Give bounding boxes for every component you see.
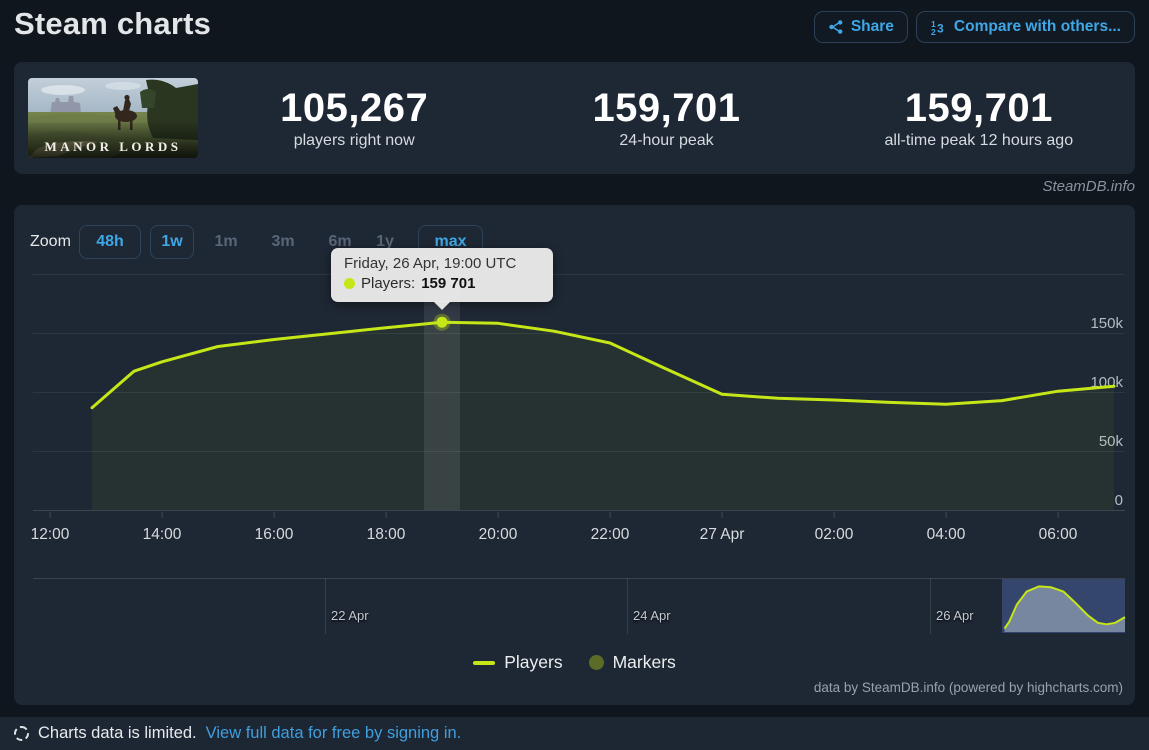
- gridline-0: [33, 510, 1125, 511]
- gridline-50k: [33, 451, 1125, 452]
- gridline-150k: [33, 333, 1125, 334]
- zoom-button-1y: 1y: [376, 233, 394, 250]
- page-title: Steam charts: [14, 6, 212, 41]
- x-axis-label: 06:00: [1038, 512, 1078, 543]
- legend-players-label: Players: [504, 652, 563, 672]
- legend-item-markers[interactable]: Markers: [588, 652, 676, 673]
- x-axis-label: 27 Apr: [699, 512, 745, 543]
- players-chart-plot[interactable]: [14, 205, 1135, 705]
- header-buttons: Share 1 2 3 Compare with others...: [813, 11, 1135, 43]
- stat-24h-peak-label: 24-hour peak: [619, 132, 714, 149]
- gridline-100k: [33, 392, 1125, 393]
- game-capsule-image[interactable]: MANOR LORDS: [28, 78, 198, 158]
- y-axis-label-50k: 50k: [1098, 433, 1123, 450]
- zoom-button-1w[interactable]: 1w: [150, 225, 194, 259]
- x-axis-label: 04:00: [926, 512, 966, 543]
- chart-legend: Players Markers: [14, 652, 1135, 673]
- share-icon: [828, 19, 844, 35]
- share-button-label: Share: [850, 18, 894, 35]
- zoom-button-48h[interactable]: 48h: [79, 225, 141, 259]
- y-axis-label-150k: 150k: [1090, 315, 1123, 332]
- game-capsule-title: MANOR LORDS: [44, 139, 181, 154]
- stat-alltime-peak-label: all-time peak 12 hours ago: [884, 132, 1074, 149]
- x-axis-label: 22:00: [590, 512, 630, 543]
- navigator-selected-range[interactable]: [1002, 579, 1125, 633]
- y-axis-label-0: 0: [1114, 492, 1123, 509]
- x-axis-label: 20:00: [478, 512, 518, 543]
- stat-24h-peak: 159,701 24-hour peak: [510, 86, 822, 150]
- x-axis-label: 12:00: [30, 512, 70, 543]
- share-button[interactable]: Share: [813, 11, 908, 43]
- x-axis-label: 14:00: [142, 512, 182, 543]
- navigator-tick-24apr: [627, 578, 628, 634]
- navigator-label-26apr: 26 Apr: [936, 608, 974, 623]
- x-axis-label: 16:00: [254, 512, 294, 543]
- chart-panel: Zoom 48h 1w 1m 3m 6m 1y max 150k 100k 50…: [14, 205, 1135, 705]
- footer-text: Charts data is limited.: [38, 724, 197, 742]
- zoom-label: Zoom: [30, 233, 71, 250]
- navigator-tick-22apr: [325, 578, 326, 634]
- players-area-fill: [92, 322, 1114, 510]
- stat-alltime-peak-value: 159,701: [904, 86, 1053, 130]
- compare-button[interactable]: 1 2 3 Compare with others...: [915, 11, 1135, 43]
- players-line-swatch-icon: [473, 660, 496, 665]
- sign-in-link[interactable]: View full data for free by signing in.: [205, 724, 462, 742]
- svg-text:1: 1: [931, 19, 936, 29]
- zoom-button-1m: 1m: [214, 233, 238, 250]
- markers-dot-swatch-icon: [588, 655, 604, 670]
- stats-panel: MANOR LORDS 105,267 players right now 15…: [14, 62, 1135, 174]
- zoom-button-6m: 6m: [328, 233, 352, 250]
- svg-text:2: 2: [931, 27, 936, 36]
- navigator-label-24apr: 24 Apr: [633, 608, 671, 623]
- zoom-button-3m: 3m: [271, 233, 295, 250]
- stat-24h-peak-value: 159,701: [592, 86, 741, 130]
- gridline-200k: [33, 274, 1125, 275]
- navigator-tick-26apr: [930, 578, 931, 634]
- stat-current-players-value: 105,267: [280, 86, 429, 130]
- chart-attribution: data by SteamDB.info (powered by highcha…: [813, 680, 1123, 695]
- navigator-label-22apr: 22 Apr: [331, 608, 369, 623]
- legend-markers-label: Markers: [612, 652, 676, 672]
- stat-current-players: 105,267 players right now: [198, 86, 510, 150]
- dashed-circle-icon: [14, 726, 29, 741]
- players-line: [90, 320, 1116, 410]
- compare-icon: 1 2 3: [930, 19, 947, 36]
- svg-text:3: 3: [937, 21, 944, 35]
- legend-item-players[interactable]: Players: [473, 652, 563, 673]
- hovered-point-marker: [433, 313, 451, 331]
- limited-data-footer: Charts data is limited. View full data f…: [0, 717, 1149, 750]
- x-axis-label: 18:00: [366, 512, 406, 543]
- stat-alltime-peak: 159,701 all-time peak 12 hours ago: [823, 86, 1135, 150]
- x-axis-label: 02:00: [814, 512, 854, 543]
- steamdb-watermark: SteamDB.info: [1042, 178, 1135, 195]
- compare-button-label: Compare with others...: [953, 18, 1121, 35]
- stat-current-players-label: players right now: [293, 132, 415, 149]
- navigator-top-border: [33, 578, 1125, 579]
